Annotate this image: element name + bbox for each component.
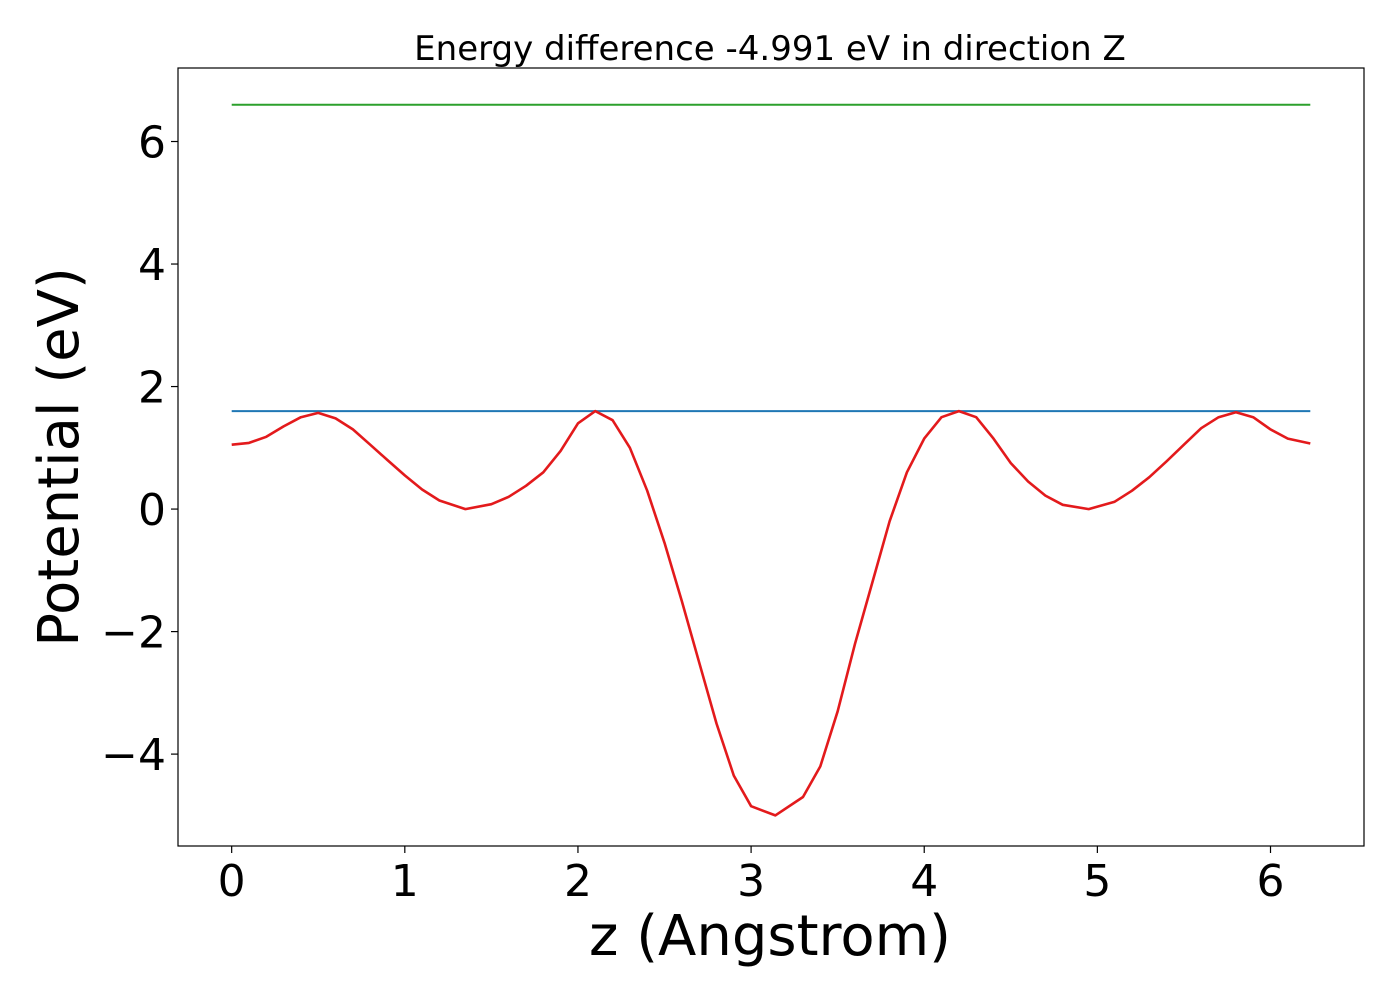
y-tick-label: 0	[138, 485, 166, 536]
y-tick-label: 2	[138, 363, 166, 414]
x-tick-label: 2	[564, 856, 592, 907]
y-axis-ticks: −4 −2 0 2 4 6	[101, 118, 178, 781]
y-tick-label: 4	[138, 240, 166, 291]
x-tick-label: 5	[1083, 856, 1111, 907]
series-layer	[231, 103, 1311, 817]
y-tick-label: 6	[138, 118, 166, 169]
y-tick-label: −4	[101, 730, 166, 781]
x-axis-label: z (Angstrom)	[589, 904, 951, 969]
x-tick-label: 3	[737, 856, 765, 907]
x-tick-label: 4	[910, 856, 938, 907]
y-axis-label: Potential (eV)	[27, 267, 92, 647]
x-tick-label: 1	[391, 856, 419, 907]
plot-area-frame	[177, 67, 1365, 847]
series-line-3	[231, 409, 1311, 817]
chart-title: Energy difference -4.991 eV in direction…	[414, 29, 1126, 69]
x-axis-ticks: 0 1 2 3 4 5 6	[218, 846, 1285, 907]
x-tick-label: 6	[1257, 856, 1285, 907]
x-tick-label: 0	[218, 856, 246, 907]
y-tick-label: −2	[101, 608, 166, 659]
